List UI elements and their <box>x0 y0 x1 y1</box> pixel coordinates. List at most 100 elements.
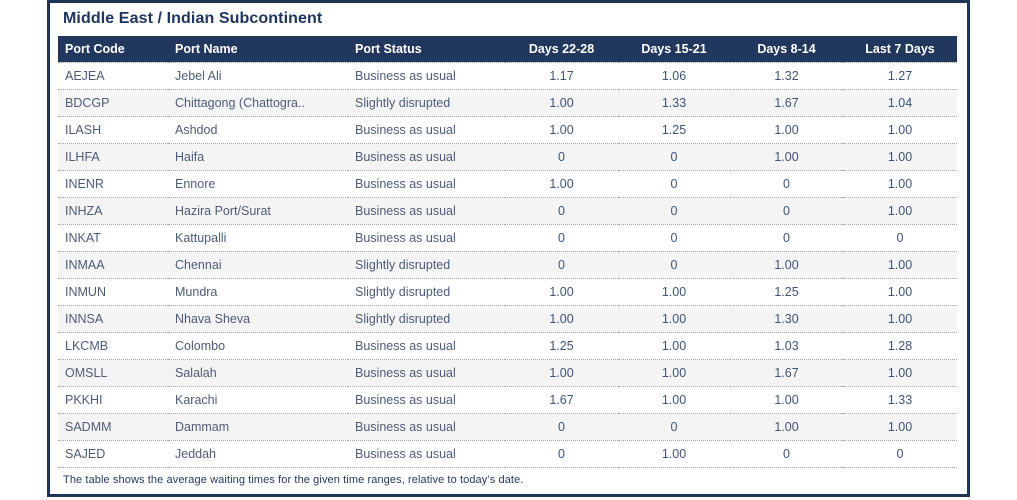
port-code-cell[interactable]: SADMM <box>65 419 112 434</box>
port-name-cell[interactable]: Colombo <box>175 338 226 353</box>
value-cell[interactable]: 1.00 <box>887 311 913 326</box>
port-code-cell[interactable]: INKAT <box>65 230 101 245</box>
column-header[interactable]: Days 22-28 <box>528 41 595 56</box>
table-row[interactable]: INHZA Hazira Port/Surat Business as usual 0… <box>58 197 957 224</box>
port-status-cell[interactable]: Business as usual <box>355 392 456 407</box>
port-status-cell[interactable]: Slightly disrupted <box>355 311 451 326</box>
value-cell[interactable]: 0 <box>896 446 904 461</box>
table-row[interactable]: LKCMB Colombo Business as usual 1.25 1.00 1.0… <box>58 332 957 359</box>
value-cell[interactable]: 1.67 <box>549 392 574 407</box>
value-cell[interactable]: 1.25 <box>661 122 687 137</box>
table-row[interactable]: ILHFA Haifa Business as usual 0 0 1.00 1.00 <box>58 143 957 170</box>
value-cell[interactable]: 1.06 <box>661 68 687 83</box>
table-row[interactable]: SAJED Jeddah Business as usual 0 1.00 0 0 <box>58 440 957 467</box>
value-cell[interactable]: 1.00 <box>887 122 913 137</box>
table-row[interactable]: INKAT Kattupalli Business as usual 0 0 0 0 <box>58 224 957 251</box>
value-cell[interactable]: 1.00 <box>661 392 687 407</box>
port-name-cell[interactable]: Ennore <box>175 176 216 191</box>
value-cell[interactable]: 1.00 <box>549 176 574 191</box>
port-name-cell[interactable]: Salalah <box>175 365 217 380</box>
column-header[interactable]: Last 7 Days <box>865 41 935 56</box>
value-cell[interactable]: 0 <box>670 203 678 218</box>
value-cell[interactable]: 1.25 <box>774 284 799 299</box>
value-cell[interactable]: 0 <box>896 230 904 245</box>
value-cell[interactable]: 1.00 <box>549 311 574 326</box>
value-cell[interactable]: 1.30 <box>774 311 799 326</box>
value-cell[interactable]: 0 <box>670 419 678 434</box>
port-status-cell[interactable]: Business as usual <box>355 203 456 218</box>
value-cell[interactable]: 0 <box>783 203 790 218</box>
value-cell[interactable]: 1.03 <box>774 338 799 353</box>
value-cell[interactable]: 1.00 <box>661 446 687 461</box>
port-name-cell[interactable]: Kattupalli <box>175 230 227 245</box>
port-code-cell[interactable]: ILASH <box>65 122 102 137</box>
value-cell[interactable]: 1.17 <box>549 68 574 83</box>
port-name-cell[interactable]: Ashdod <box>175 122 218 137</box>
value-cell[interactable]: 1.32 <box>774 68 799 83</box>
port-status-cell[interactable]: Business as usual <box>355 149 456 164</box>
value-cell[interactable]: 1.00 <box>774 419 799 434</box>
port-code-cell[interactable]: LKCMB <box>65 338 109 353</box>
value-cell[interactable]: 0 <box>670 176 678 191</box>
port-code-cell[interactable]: INHZA <box>65 203 103 218</box>
value-cell[interactable]: 1.00 <box>887 284 913 299</box>
value-cell[interactable]: 0 <box>558 149 565 164</box>
port-status-cell[interactable]: Business as usual <box>355 230 456 245</box>
value-cell[interactable]: 1.00 <box>549 365 574 380</box>
port-code-cell[interactable]: OMSLL <box>65 365 108 380</box>
port-name-cell[interactable]: Chennai <box>175 257 222 272</box>
table-row[interactable]: INNSA Nhava Sheva Slightly disrupted 1.00 1.… <box>58 305 957 332</box>
value-cell[interactable]: 0 <box>783 446 790 461</box>
value-cell[interactable]: 0 <box>558 257 565 272</box>
table-row[interactable]: ILASH Ashdod Business as usual 1.00 1.25 1.00… <box>58 116 957 143</box>
port-status-cell[interactable]: Business as usual <box>355 68 456 83</box>
value-cell[interactable]: 1.00 <box>549 95 574 110</box>
value-cell[interactable]: 1.00 <box>887 365 913 380</box>
value-cell[interactable]: 0 <box>558 203 565 218</box>
port-name-cell[interactable]: Jeddah <box>175 446 217 461</box>
table-row[interactable]: INMAA Chennai Slightly disrupted 0 0 1.00 1.00 <box>58 251 957 278</box>
port-status-cell[interactable]: Business as usual <box>355 419 456 434</box>
value-cell[interactable]: 0 <box>558 446 565 461</box>
value-cell[interactable]: 1.00 <box>549 122 574 137</box>
port-code-cell[interactable]: SAJED <box>65 446 106 461</box>
port-name-cell[interactable]: Chittagong (Chattogra.. <box>175 95 305 110</box>
port-name-cell[interactable]: Karachi <box>175 392 218 407</box>
value-cell[interactable]: 1.00 <box>774 257 799 272</box>
value-cell[interactable]: 1.00 <box>887 203 913 218</box>
table-row[interactable]: INMUN Mundra Slightly disrupted 1.00 1.00 1.2… <box>58 278 957 305</box>
column-header[interactable]: Port Code <box>65 41 125 56</box>
value-cell[interactable]: 1.28 <box>887 338 913 353</box>
value-cell[interactable]: 1.00 <box>661 365 687 380</box>
column-header[interactable]: Days 8-14 <box>757 41 816 56</box>
value-cell[interactable]: 1.33 <box>887 392 913 407</box>
value-cell[interactable]: 1.00 <box>887 149 913 164</box>
port-code-cell[interactable]: INMAA <box>65 257 105 272</box>
table-row[interactable]: AEJEA Jebel Ali Business as usual 1.17 1.06 1… <box>58 62 957 89</box>
value-cell[interactable]: 0 <box>558 419 565 434</box>
value-cell[interactable]: 1.00 <box>661 284 687 299</box>
value-cell[interactable]: 1.00 <box>774 392 799 407</box>
port-name-cell[interactable]: Nhava Sheva <box>175 311 251 326</box>
port-code-cell[interactable]: INMUN <box>65 284 106 299</box>
value-cell[interactable]: 1.00 <box>774 149 799 164</box>
table-row[interactable]: BDCGP Chittagong (Chattogra.. Slightly dis… <box>58 89 957 116</box>
port-name-cell[interactable]: Mundra <box>175 284 218 299</box>
table-row[interactable]: INENR Ennore Business as usual 1.00 0 0 1.00 <box>58 170 957 197</box>
port-code-cell[interactable]: ILHFA <box>65 149 100 164</box>
value-cell[interactable]: 1.00 <box>887 419 913 434</box>
port-code-cell[interactable]: INNSA <box>65 311 104 326</box>
value-cell[interactable]: 1.33 <box>661 95 687 110</box>
value-cell[interactable]: 1.67 <box>774 95 799 110</box>
value-cell[interactable]: 0 <box>670 257 678 272</box>
value-cell[interactable]: 1.04 <box>887 95 913 110</box>
value-cell[interactable]: 1.00 <box>774 122 799 137</box>
value-cell[interactable]: 0 <box>783 230 790 245</box>
port-name-cell[interactable]: Haifa <box>175 149 205 164</box>
value-cell[interactable]: 0 <box>783 176 790 191</box>
value-cell[interactable]: 1.00 <box>549 284 574 299</box>
port-name-cell[interactable]: Dammam <box>175 419 230 434</box>
column-header[interactable]: Port Name <box>175 41 238 56</box>
port-name-cell[interactable]: Jebel Ali <box>175 68 222 83</box>
port-status-cell[interactable]: Slightly disrupted <box>355 95 451 110</box>
